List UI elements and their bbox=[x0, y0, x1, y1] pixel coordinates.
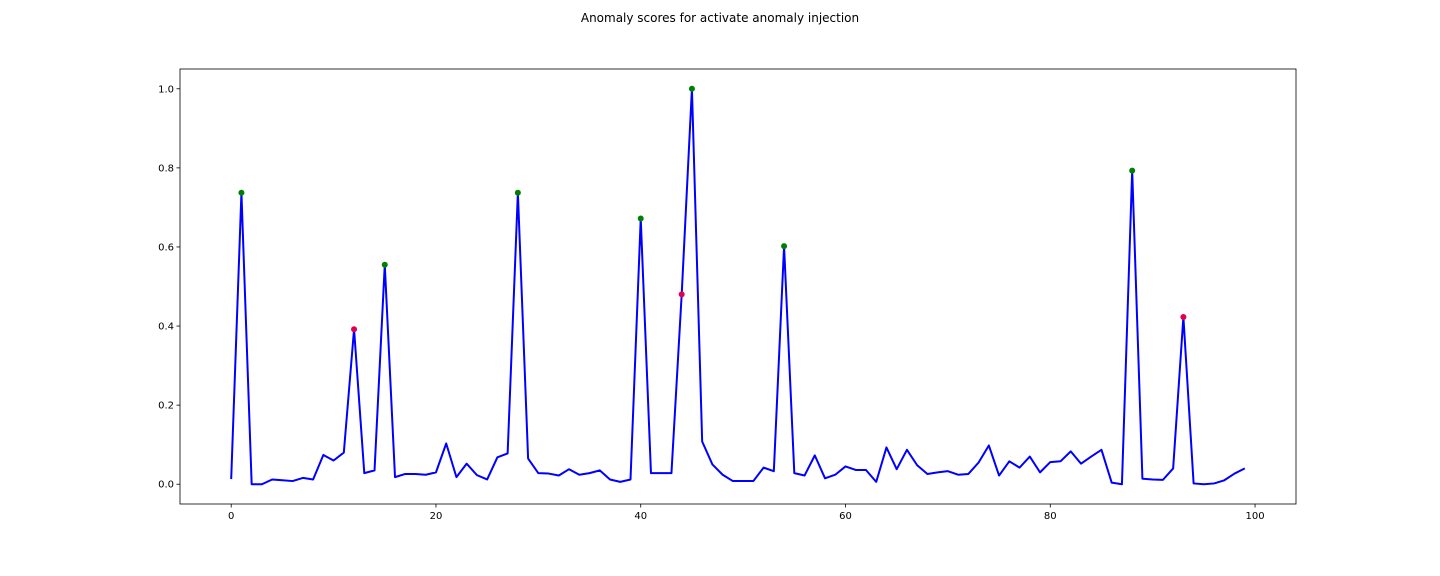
plot-area: 0 20 40 60 80 100 0.0 0.2 0.4 0.6 0.8 1.0 bbox=[158, 68, 1297, 522]
anomaly-marker bbox=[637, 215, 644, 222]
anomaly-marker bbox=[678, 291, 685, 298]
series-line bbox=[230, 87, 1246, 486]
y-tick-label: 0.4 bbox=[158, 322, 174, 333]
y-tick-label: 0.6 bbox=[158, 242, 174, 253]
anomaly-marker bbox=[238, 189, 245, 196]
x-tick-label: 20 bbox=[430, 511, 443, 522]
anomaly-marker bbox=[1129, 167, 1136, 174]
x-tick-label: 0 bbox=[228, 511, 234, 522]
x-tick-label: 80 bbox=[1044, 511, 1057, 522]
anomaly-marker bbox=[351, 326, 358, 333]
anomaly-marker bbox=[781, 243, 788, 250]
y-tick-label: 0.2 bbox=[158, 401, 174, 412]
anomaly-marker bbox=[688, 85, 695, 92]
anomaly-marker bbox=[381, 261, 388, 268]
y-tick-label: 0.0 bbox=[158, 480, 174, 491]
axes-frame bbox=[179, 68, 1297, 505]
anomaly-marker bbox=[1180, 313, 1187, 320]
y-tick-label: 1.0 bbox=[158, 84, 174, 95]
y-tick-label: 0.8 bbox=[158, 163, 174, 174]
x-tick-label: 40 bbox=[634, 511, 647, 522]
x-tick-label: 100 bbox=[1245, 511, 1264, 522]
x-tick-label: 60 bbox=[839, 511, 852, 522]
chart-title: Anomaly scores for activate anomaly inje… bbox=[581, 11, 859, 25]
anomaly-marker bbox=[514, 189, 521, 196]
